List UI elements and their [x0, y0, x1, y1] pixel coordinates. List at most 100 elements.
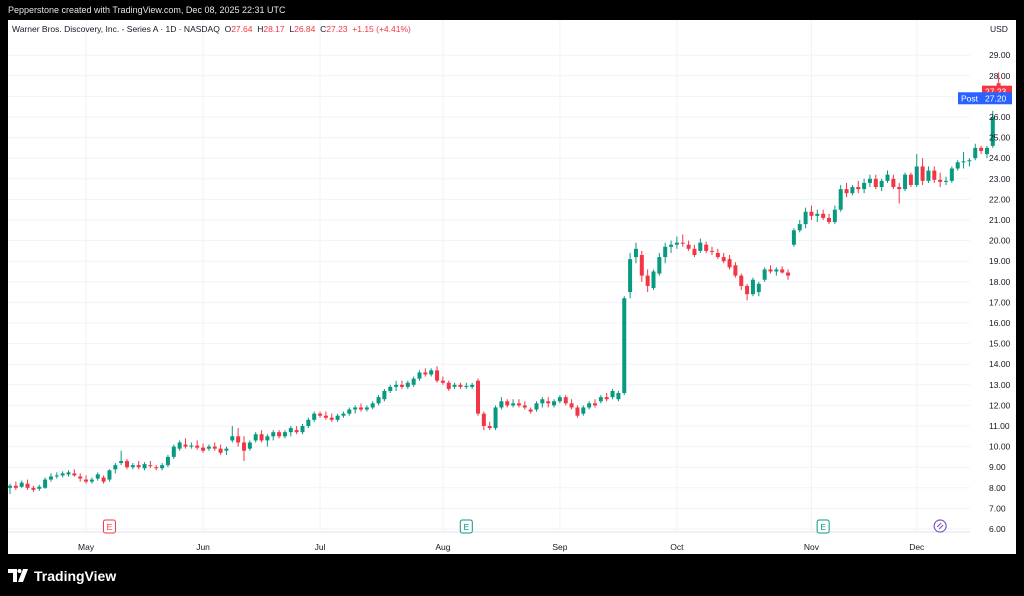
candle	[552, 399, 557, 408]
candle	[48, 473, 53, 482]
candle	[897, 182, 902, 204]
candle-body	[651, 271, 656, 288]
y-tick-label: 18.00	[989, 277, 1011, 287]
candle	[306, 417, 311, 429]
candle-body	[546, 401, 551, 404]
candle	[645, 269, 650, 293]
candle-body	[534, 403, 539, 410]
y-tick-label: 6.00	[989, 524, 1006, 534]
candle-body	[557, 397, 562, 402]
candle-body	[686, 244, 691, 249]
candle	[89, 477, 94, 484]
candle	[973, 143, 978, 161]
candle-body	[470, 384, 475, 387]
post-price-tag-bg	[958, 92, 982, 105]
candle-body	[277, 432, 282, 437]
candle-body	[37, 486, 42, 489]
candle-body	[914, 166, 919, 185]
post-price-badge: Post 27.20	[958, 92, 1012, 105]
candle	[101, 475, 106, 484]
candle-body	[750, 279, 755, 295]
candle-body	[394, 384, 399, 387]
candle-body	[72, 473, 77, 476]
candle	[452, 382, 457, 389]
candle-body	[844, 189, 849, 194]
candle	[247, 440, 252, 451]
candle	[271, 430, 276, 441]
candle-body	[768, 269, 773, 272]
candle	[405, 380, 410, 389]
candle	[745, 283, 750, 301]
candle-body	[247, 442, 252, 449]
candle	[195, 440, 200, 450]
candle-body	[399, 384, 404, 387]
candle-body	[78, 476, 83, 479]
candle	[458, 382, 463, 389]
candle	[838, 184, 843, 212]
candle-body	[552, 401, 557, 406]
candle	[903, 172, 908, 192]
chart-panel[interactable]: E E E 6.00 7.00 8.00 9.00 10.00 11.00 12.00 13.00…	[8, 20, 1016, 554]
candle	[797, 220, 802, 233]
earnings-marker: E	[816, 519, 830, 534]
candle	[669, 240, 674, 253]
candle	[13, 481, 18, 490]
candle	[815, 209, 820, 223]
candle	[698, 238, 703, 253]
candle	[294, 426, 299, 435]
open-value: 27.64	[231, 24, 253, 34]
candle	[130, 463, 135, 470]
candle	[288, 426, 293, 437]
candle	[417, 370, 422, 381]
post-price-tag: Post	[961, 93, 979, 103]
candle	[639, 250, 644, 282]
candle-body	[955, 162, 960, 169]
candle-body	[657, 257, 662, 274]
price-chart[interactable]: E E E 6.00 7.00 8.00 9.00 10.00 11.00 12.00 13.00…	[8, 20, 1016, 554]
candle-body	[610, 390, 615, 398]
candle	[961, 152, 966, 169]
candle	[107, 469, 112, 482]
candle-body	[587, 403, 592, 408]
candle	[663, 242, 668, 264]
candle-body	[669, 244, 674, 247]
candle-body	[797, 224, 802, 231]
candle	[604, 393, 609, 402]
candle-body	[31, 487, 36, 490]
candle-body	[680, 242, 685, 244]
candle	[984, 145, 989, 159]
candle-body	[973, 147, 978, 159]
candle-body	[405, 382, 410, 387]
candle	[312, 411, 317, 422]
earnings-marker-label: E	[463, 522, 469, 532]
candle	[364, 405, 369, 412]
candle-body	[130, 465, 135, 468]
candle-body	[183, 444, 188, 447]
tradingview-logo[interactable]: TradingView	[8, 568, 116, 584]
change-value: +1.15 (+4.41%)	[352, 24, 411, 34]
candles	[8, 72, 1001, 494]
candle	[177, 440, 182, 451]
candle-body	[780, 269, 785, 273]
y-tick-label: 12.00	[989, 400, 1011, 410]
candle	[680, 234, 685, 247]
candle-body	[300, 426, 305, 433]
candle-body	[990, 117, 995, 146]
candle	[253, 432, 258, 443]
candle	[587, 401, 592, 410]
candle-body	[879, 180, 884, 188]
candle-body	[329, 417, 334, 420]
credit-text: Pepperstone created with TradingView.com…	[8, 5, 286, 15]
candle-body	[926, 170, 931, 181]
candle-body	[762, 269, 767, 280]
candle-body	[745, 285, 750, 295]
candle-body	[821, 213, 826, 218]
high-value: 28.17	[263, 24, 285, 34]
y-tick-label: 21.00	[989, 215, 1011, 225]
candle-body	[487, 426, 492, 429]
candle	[733, 262, 738, 278]
candle	[54, 472, 59, 479]
candle-body	[604, 397, 609, 400]
candle-body	[417, 372, 422, 379]
candle-body	[838, 189, 843, 210]
